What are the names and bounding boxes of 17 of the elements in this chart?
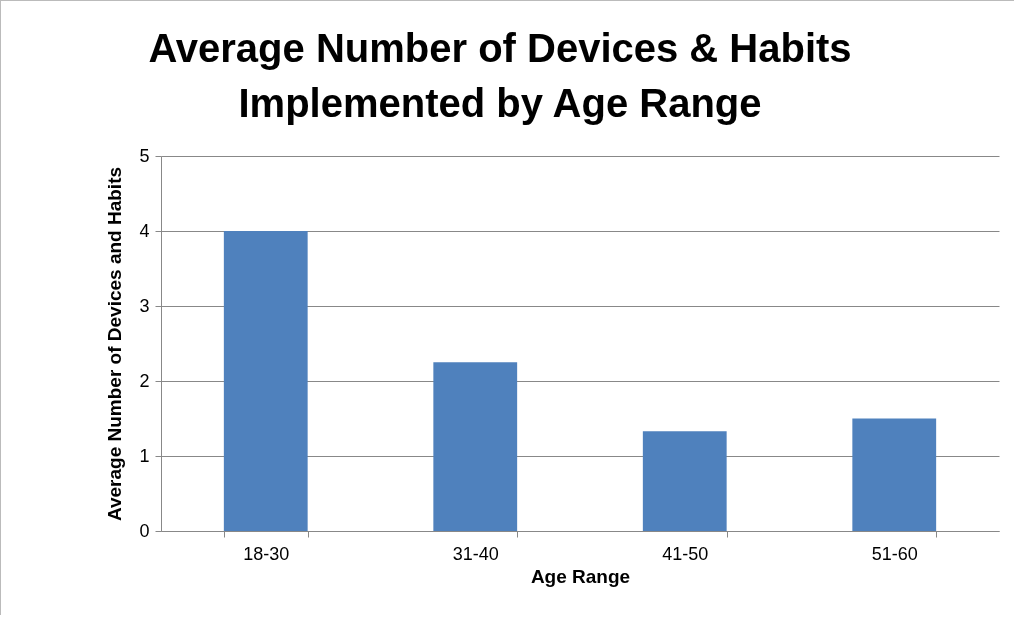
- bar: [852, 418, 937, 531]
- y-axis-title: Average Number of Devices and Habits: [104, 166, 126, 522]
- y-tick-label: 0: [139, 520, 150, 541]
- x-tick-label: 51-60: [871, 543, 918, 564]
- bar: [223, 231, 308, 531]
- y-tick-label: 1: [139, 445, 150, 466]
- x-tick-label: 41-50: [662, 543, 709, 564]
- y-tick-label: 2: [139, 370, 150, 391]
- x-tick-label: 31-40: [452, 543, 499, 564]
- x-tick-label: 18-30: [243, 543, 290, 564]
- x-axis-title: Age Range: [530, 565, 631, 587]
- y-tick-label: 5: [139, 145, 150, 166]
- y-tick-label: 4: [139, 220, 150, 241]
- bar: [433, 362, 518, 531]
- chart-title: Average Number of Devices & Habits Implemented by Age Range: [148, 26, 852, 125]
- bar: [642, 431, 727, 531]
- y-tick-label: 3: [139, 295, 150, 316]
